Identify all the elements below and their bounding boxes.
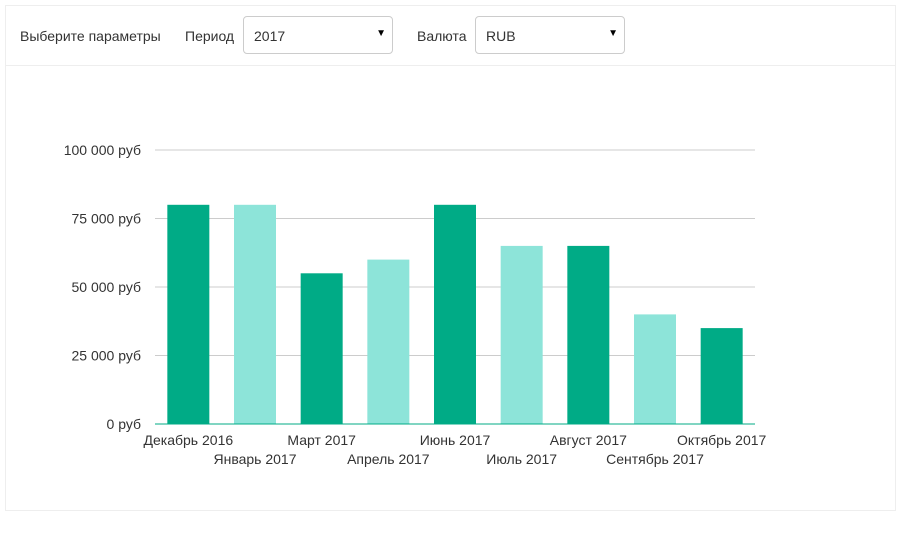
y-tick-label: 75 000 руб <box>71 211 141 227</box>
x-tick-label: Апрель 2017 <box>347 451 430 467</box>
y-tick-label: 0 руб <box>107 416 141 432</box>
period-label: Период <box>185 28 235 44</box>
y-tick-label: 50 000 руб <box>71 279 141 295</box>
filter-title: Выберите параметры <box>20 28 161 44</box>
chevron-down-icon: ▼ <box>376 28 386 39</box>
period-select[interactable]: 2017 ▼ <box>243 16 393 54</box>
bar <box>300 273 343 424</box>
bar <box>700 328 743 424</box>
x-tick-label: Январь 2017 <box>213 451 296 467</box>
x-tick-label: Июль 2017 <box>486 451 557 467</box>
bar <box>367 259 410 424</box>
x-tick-label: Декабрь 2016 <box>144 432 234 448</box>
filter-toolbar: Выберите параметры Период 2017 ▼ Валюта … <box>6 6 895 66</box>
x-tick-label: Сентябрь 2017 <box>606 451 704 467</box>
bar <box>167 204 210 424</box>
currency-label: Валюта <box>417 28 467 44</box>
bar <box>500 245 543 424</box>
chevron-down-icon: ▼ <box>608 28 618 39</box>
chart-panel: Выберите параметры Период 2017 ▼ Валюта … <box>5 5 896 511</box>
bar <box>567 245 610 424</box>
y-tick-label: 100 000 руб <box>64 142 141 158</box>
bar <box>434 204 476 424</box>
y-tick-label: 25 000 руб <box>71 348 141 364</box>
x-tick-label: Июнь 2017 <box>420 432 491 448</box>
x-tick-label: Март 2017 <box>287 432 356 448</box>
bar <box>634 314 676 424</box>
currency-select-value: RUB <box>486 28 516 44</box>
x-tick-label: Октябрь 2017 <box>677 432 767 448</box>
period-select-value: 2017 <box>254 28 286 44</box>
currency-select[interactable]: RUB ▼ <box>475 16 625 54</box>
bar <box>234 204 276 424</box>
x-tick-label: Август 2017 <box>550 432 627 448</box>
